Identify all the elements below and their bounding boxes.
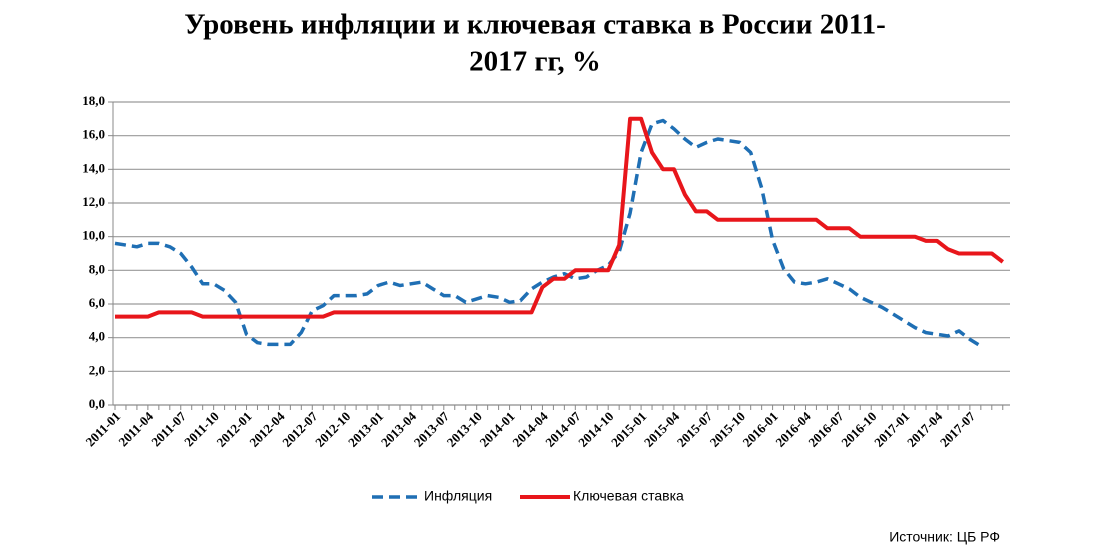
chart-title: 2017 гг, % xyxy=(469,46,601,78)
x-tick-label: 2013-10 xyxy=(444,409,485,450)
x-tick-label: 2014-01 xyxy=(477,409,518,450)
x-tick-label: 2017-04 xyxy=(904,408,946,450)
x-tick-label: 2013-04 xyxy=(378,408,420,450)
x-tick-label: 2015-04 xyxy=(641,408,683,450)
legend-label: Инфляция xyxy=(424,488,492,504)
y-tick-label: 10,0 xyxy=(82,228,105,243)
x-tick-label: 2015-07 xyxy=(674,408,716,450)
x-tick-label: 2016-10 xyxy=(838,409,879,450)
y-tick-label: 14,0 xyxy=(82,160,105,175)
x-tick-label: 2012-07 xyxy=(279,408,321,450)
x-tick-label: 2016-04 xyxy=(772,408,814,450)
x-tick-label: 2015-10 xyxy=(707,409,748,450)
series-line xyxy=(114,118,982,348)
y-tick-label: 4,0 xyxy=(89,329,105,344)
x-tick-label: 2013-07 xyxy=(411,408,453,450)
y-tick-label: 2,0 xyxy=(89,362,105,377)
source: Источник: ЦБ РФ xyxy=(889,529,1000,545)
chart-title: Уровень инфляции и ключевая ставка в Рос… xyxy=(184,9,886,41)
x-tick-label: 2012-04 xyxy=(246,408,288,450)
y-tick-label: 18,0 xyxy=(82,93,105,108)
y-tick-label: 0,0 xyxy=(89,396,105,411)
x-tick-label: 2016-07 xyxy=(805,408,847,450)
y-tick-label: 12,0 xyxy=(82,194,105,209)
x-tick-label: 2017-07 xyxy=(937,408,979,450)
y-tick-label: 16,0 xyxy=(82,127,105,142)
x-tick-label: 2011-01 xyxy=(82,409,123,450)
y-tick-label: 8,0 xyxy=(89,261,105,276)
x-tick-label: 2011-04 xyxy=(115,408,156,449)
x-tick-label: 2015-01 xyxy=(608,409,649,450)
series-line xyxy=(115,116,1005,319)
y-tick-label: 6,0 xyxy=(89,295,105,310)
legend-label: Ключевая ставка xyxy=(573,488,684,504)
x-tick-label: 2011-10 xyxy=(181,409,222,450)
x-tick-label: 2014-10 xyxy=(575,409,616,450)
x-tick-label: 2017-01 xyxy=(871,409,912,450)
x-tick-label: 2013-01 xyxy=(345,409,386,450)
x-tick-label: 2016-01 xyxy=(740,409,781,450)
x-tick-label: 2014-04 xyxy=(509,408,551,450)
x-tick-label: 2014-07 xyxy=(542,408,584,450)
x-tick-label: 2011-07 xyxy=(148,408,189,449)
x-tick-label: 2012-10 xyxy=(312,409,353,450)
x-tick-label: 2012-01 xyxy=(213,409,254,450)
